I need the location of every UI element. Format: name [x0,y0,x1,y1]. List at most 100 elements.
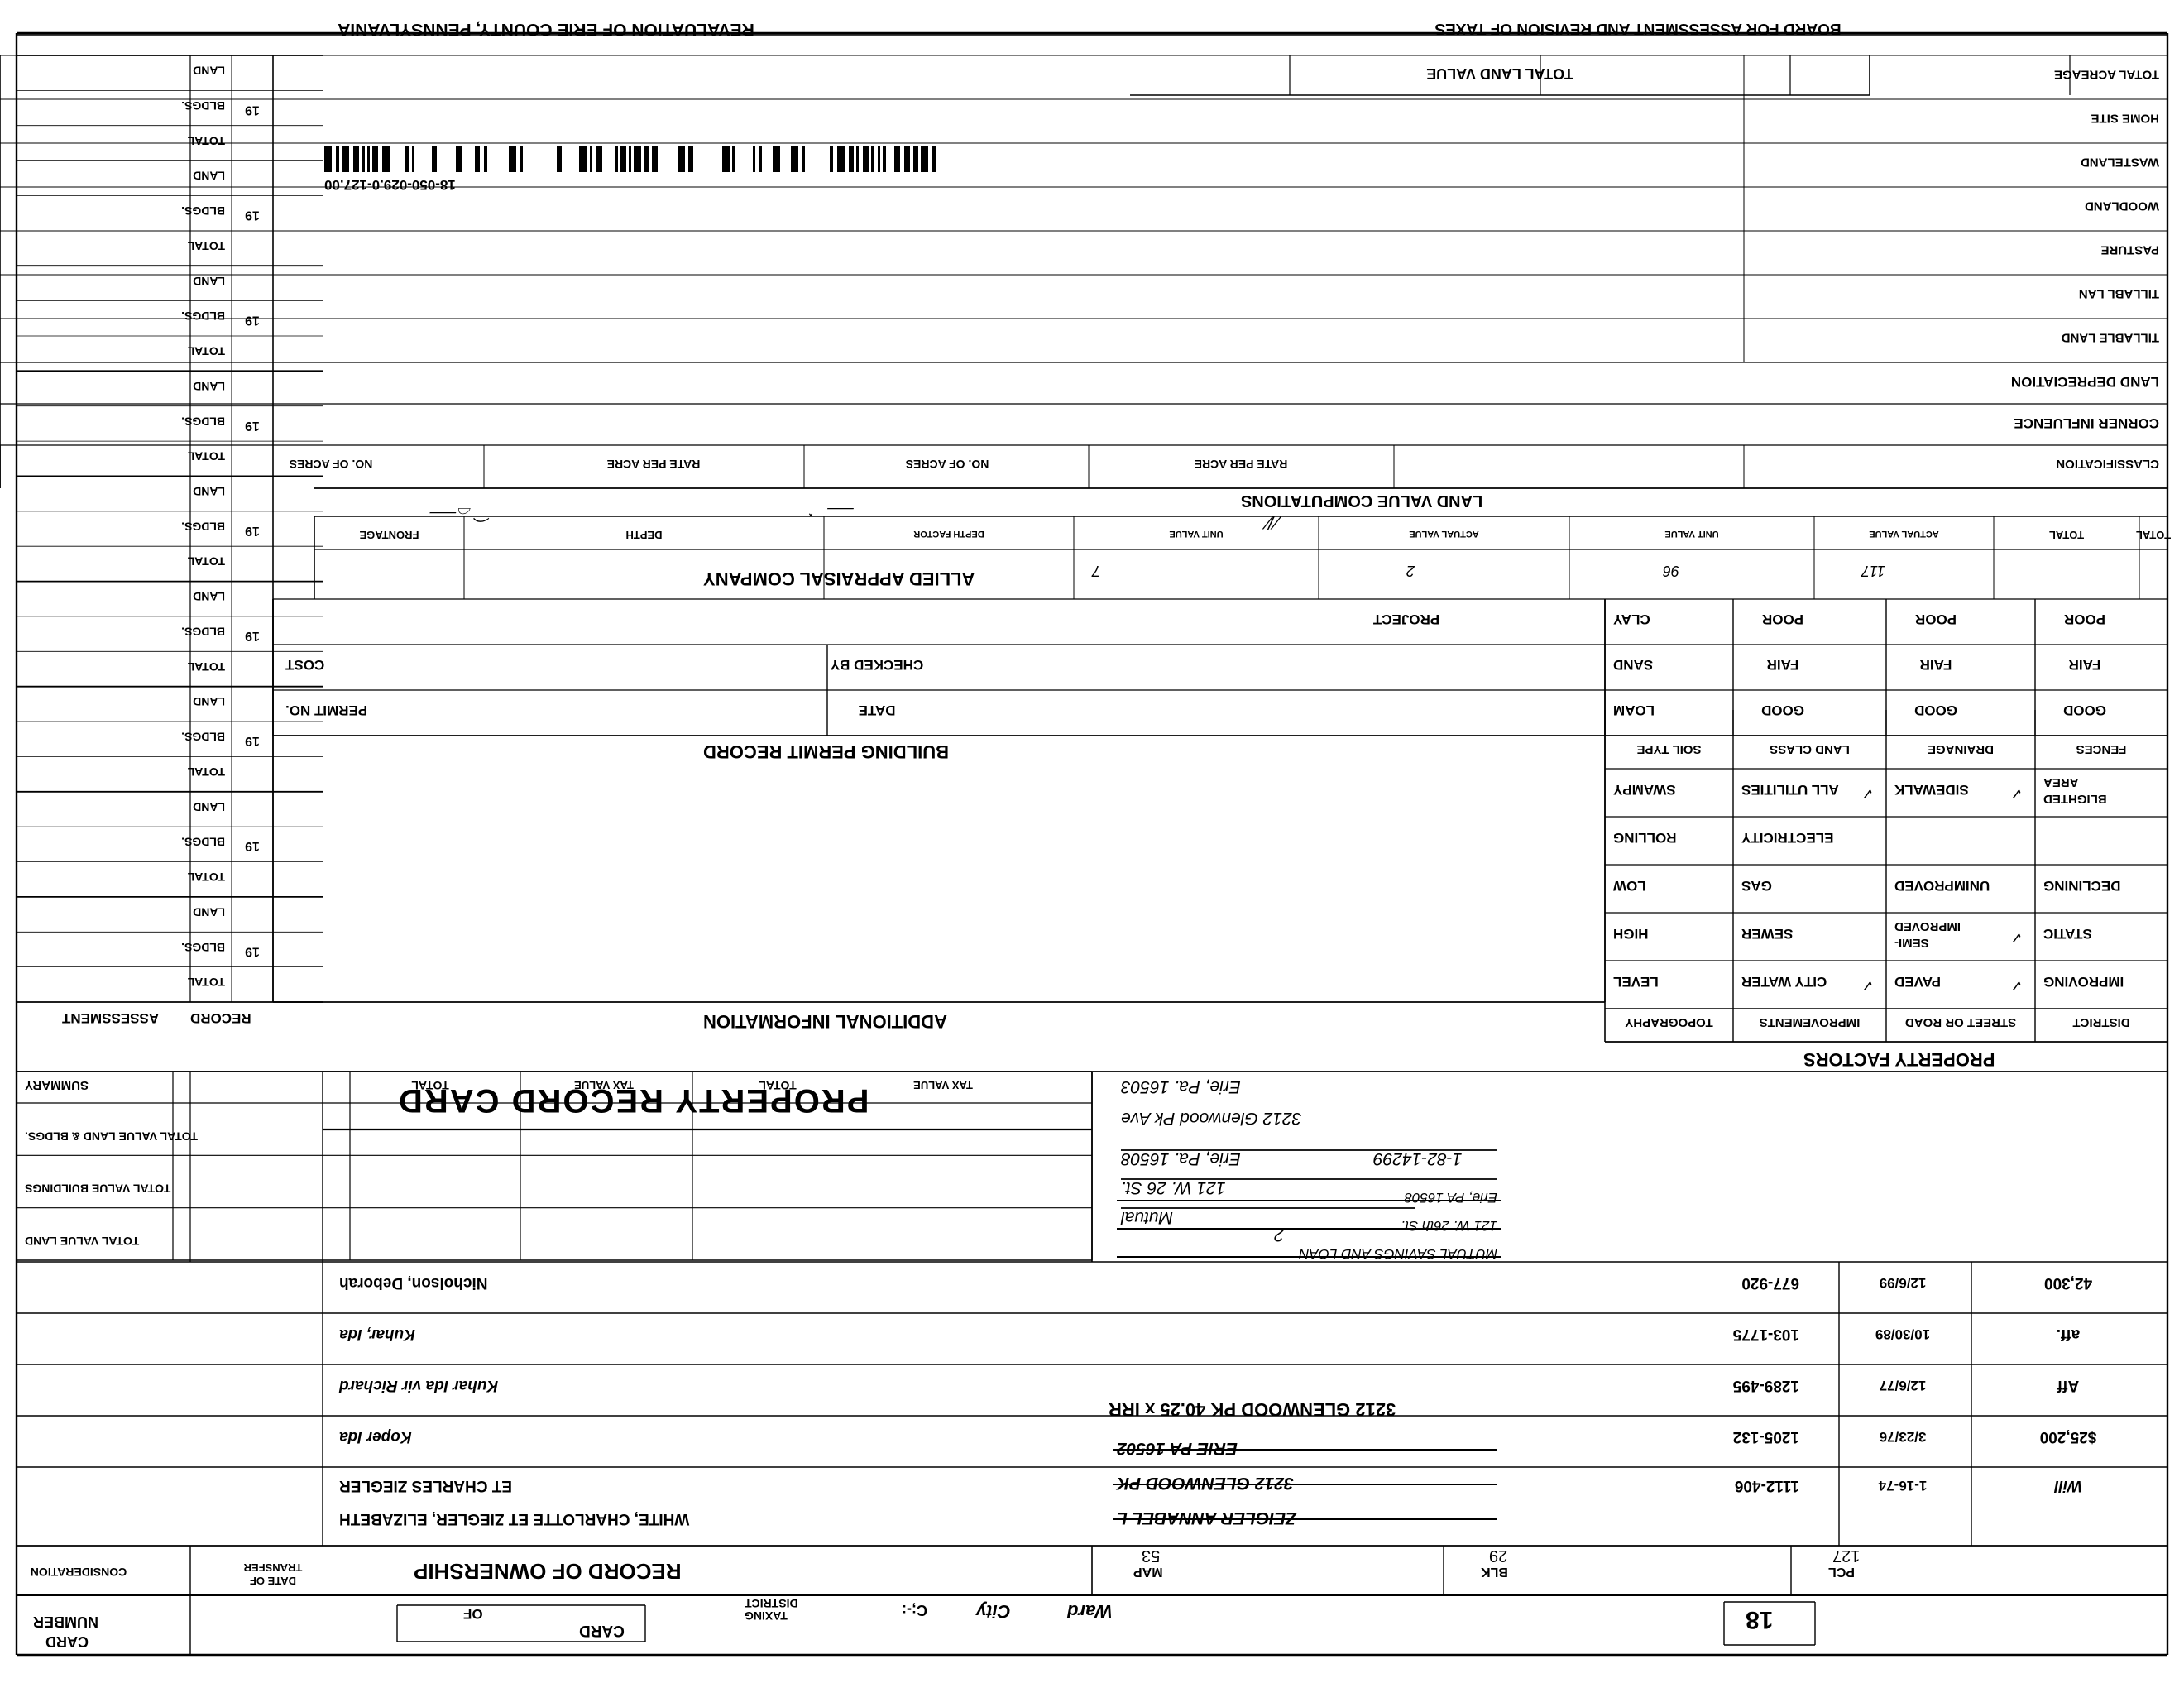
svg-text:Will: Will [2053,1477,2081,1494]
svg-text:FENCES: FENCES [2076,742,2127,756]
svg-text:Mutual: Mutual [1120,1208,1173,1227]
svg-text:GOOD: GOOD [1761,703,1804,718]
svg-text:ADDITIONAL INFORMATION: ADDITIONAL INFORMATION [703,1011,947,1032]
svg-text:✓: ✓ [1861,977,1874,994]
svg-text:TRANSFER: TRANSFER [243,1561,302,1574]
svg-text:2: 2 [1406,563,1415,579]
svg-text:RATE PER ACRE: RATE PER ACRE [607,458,701,471]
svg-text:BLDGS.: BLDGS. [181,941,225,954]
svg-text:ALL UTILITIES: ALL UTILITIES [1741,782,1839,798]
svg-text:DEPTH: DEPTH [625,529,662,541]
svg-text:BLDGS.: BLDGS. [181,415,225,428]
svg-text:✓: ✓ [2010,785,2023,802]
svg-text:RATE PER ACRE: RATE PER ACRE [1195,458,1288,471]
svg-text:CLAY: CLAY [1612,611,1650,627]
svg-text:SWAMPY: SWAMPY [1612,782,1675,798]
svg-text:LAND: LAND [193,905,225,918]
svg-text:BLDGS.: BLDGS. [181,309,225,323]
svg-text:DATE OF: DATE OF [250,1575,296,1587]
svg-text:19: 19 [245,629,260,643]
svg-text:aff.: aff. [2057,1326,2081,1343]
svg-text:LAND: LAND [193,800,225,813]
svg-text:Nicholson, Deborah: Nicholson, Deborah [339,1274,487,1292]
svg-text:PROJECT: PROJECT [1372,611,1439,627]
svg-text:TOTAL: TOTAL [411,1079,449,1092]
svg-text:TOTAL: TOTAL [759,1079,797,1092]
svg-text:TOTAL: TOTAL [187,239,225,252]
svg-text:1-16-74: 1-16-74 [1878,1478,1927,1494]
svg-text:96: 96 [1662,563,1679,579]
svg-text:TOTAL: TOTAL [187,765,225,779]
svg-text:ACTUAL VALUE: ACTUAL VALUE [1409,529,1479,539]
svg-text:TOTAL VALUE BUILDINGS: TOTAL VALUE BUILDINGS [25,1182,170,1196]
svg-text:SAND: SAND [1613,657,1653,673]
svg-text:Erie, Pa. 16508: Erie, Pa. 16508 [1121,1149,1241,1168]
svg-text:53: 53 [1142,1547,1160,1565]
svg-text:UNIT VALUE: UNIT VALUE [1664,529,1718,539]
svg-text:CARD: CARD [46,1633,89,1650]
svg-text:ALLIED APPRAISAL COMPANY: ALLIED APPRAISAL COMPANY [703,568,975,589]
svg-text:BLDGS.: BLDGS. [181,99,225,113]
svg-text:ELECTRICITY: ELECTRICITY [1741,830,1833,846]
svg-text:1205-132: 1205-132 [1733,1428,1799,1446]
svg-text:19: 19 [245,314,260,328]
svg-text:TOTAL: TOTAL [187,660,225,674]
svg-text:CORNER INFLUENCE: CORNER INFLUENCE [2014,415,2159,431]
svg-text:DECLINING: DECLINING [2043,878,2121,894]
svg-text:12/6/99: 12/6/99 [1880,1275,1927,1291]
svg-text:18: 18 [1746,1606,1773,1633]
svg-text:PROPERTY FACTORS: PROPERTY FACTORS [1803,1049,1995,1070]
svg-text:1289-495: 1289-495 [1732,1377,1799,1394]
svg-text:AREA: AREA [2043,775,2079,789]
svg-text:ACTUAL VALUE: ACTUAL VALUE [1869,529,1939,539]
svg-text:TOTAL: TOTAL [187,976,225,989]
svg-text:TOTAL LAND VALUE: TOTAL LAND VALUE [1426,65,1573,82]
svg-text:PASTURE: PASTURE [2100,243,2159,257]
svg-text:19: 19 [245,944,260,958]
svg-text:LEVEL: LEVEL [1613,974,1659,990]
svg-text:121 W. 26 St.: 121 W. 26 St. [1121,1178,1225,1197]
svg-text:127: 127 [1832,1547,1860,1565]
svg-text:DATE: DATE [858,703,895,718]
svg-text:BLDGS.: BLDGS. [181,836,225,849]
svg-text:UNIT VALUE: UNIT VALUE [1169,529,1223,539]
svg-text:DISTRICT: DISTRICT [2072,1015,2129,1029]
svg-text:3/23/76: 3/23/76 [1880,1429,1927,1445]
svg-text:PERMIT NO.: PERMIT NO. [285,703,367,718]
svg-text:TOTAL: TOTAL [187,345,225,358]
svg-text:WASTELAND: WASTELAND [2081,156,2159,170]
svg-text:SUMMARY: SUMMARY [25,1078,89,1092]
svg-text:BLK: BLK [1481,1565,1508,1579]
svg-text:PAVED: PAVED [1894,974,1941,990]
svg-text:⸺ ⸺̽: ⸺ ⸺̽ [808,500,855,518]
svg-text:117: 117 [1861,563,1885,579]
svg-text:NO. OF ACRES: NO. OF ACRES [906,458,989,471]
svg-text:ASSESSMENT: ASSESSMENT [61,1010,159,1026]
svg-text:SEMI-: SEMI- [1894,936,1929,950]
svg-text:TAX VALUE: TAX VALUE [913,1079,973,1091]
svg-text:BLDGS.: BLDGS. [181,204,225,218]
svg-text:SOIL TYPE: SOIL TYPE [1636,742,1701,756]
svg-text:42,300: 42,300 [2044,1274,2092,1292]
svg-text:LAND DEPRECIATION: LAND DEPRECIATION [2011,374,2159,390]
svg-text:LAND: LAND [193,275,225,288]
svg-text:CARD: CARD [579,1622,625,1639]
svg-text:LAND: LAND [193,485,225,498]
svg-text:City: City [975,1601,1010,1622]
svg-text:18-050-029.0-127.00: 18-050-029.0-127.00 [324,177,456,193]
svg-text:FAIR: FAIR [1767,657,1799,673]
svg-text:121 W. 26th St.: 121 W. 26th St. [1401,1218,1497,1234]
svg-text:POOR: POOR [1762,611,1803,627]
svg-text:MUTUAL SAVINGS AND LOAN: MUTUAL SAVINGS AND LOAN [1298,1246,1497,1262]
svg-text:REVALUATION OF ERIE COUNTY,: REVALUATION OF ERIE COUNTY, PENNSYLVANIA [338,20,754,39]
svg-text:19: 19 [245,209,260,223]
svg-text:TOTAL ACREAGE: TOTAL ACREAGE [2054,68,2159,82]
svg-text:STREET OR ROAD: STREET OR ROAD [1905,1015,2016,1029]
svg-text:3212 GLENWOOD PK 40.25 x IR: 3212 GLENWOOD PK 40.25 x IRR [1109,1399,1396,1420]
svg-text:677-920: 677-920 [1741,1274,1799,1292]
svg-text:TAXING: TAXING [745,1609,788,1623]
svg-text:10/30/89: 10/30/89 [1875,1326,1930,1342]
svg-text:RECORD OF OWNERSHIP: RECORD OF OWNERSHIP [414,1559,682,1584]
svg-text:✓: ✓ [2010,929,2023,946]
svg-text:DEPTH FACTOR: DEPTH FACTOR [913,529,984,539]
